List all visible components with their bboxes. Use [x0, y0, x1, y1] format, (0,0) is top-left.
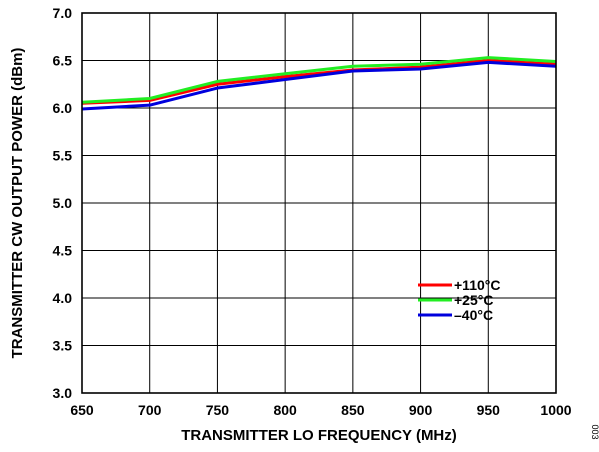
- y-tick-label: 4.5: [53, 243, 73, 259]
- x-tick-label: 650: [70, 402, 94, 418]
- y-axis-label: TRANSMITTER CW OUTPUT POWER (dBm): [9, 48, 26, 359]
- y-tick-label: 7.0: [53, 5, 73, 21]
- legend-label: –40°C: [454, 307, 493, 323]
- x-tick-label: 900: [409, 402, 433, 418]
- x-tick-label: 1000: [540, 402, 571, 418]
- y-tick-label: 4.0: [53, 290, 73, 306]
- x-tick-label: 700: [138, 402, 162, 418]
- y-tick-label: 6.0: [53, 100, 73, 116]
- x-tick-label: 800: [273, 402, 297, 418]
- y-tick-label: 3.0: [53, 385, 73, 401]
- legend: +110°C+25°C–40°C: [418, 277, 500, 323]
- y-tick-label: 5.5: [53, 148, 73, 164]
- figure-id: 003: [590, 424, 599, 439]
- tick-labels: 650 700 750 800 850 900 950 1000 3.0 3.5 4.0 4.5 5.0…: [53, 5, 572, 418]
- series-line-1: [82, 58, 556, 103]
- x-axis-label: TRANSMITTER LO FREQUENCY (MHz): [181, 427, 457, 444]
- x-tick-label: 850: [341, 402, 365, 418]
- x-tick-label: 750: [206, 402, 230, 418]
- legend-label: +110°C: [454, 277, 500, 293]
- x-tick-label: 950: [477, 402, 501, 418]
- y-tick-label: 6.5: [53, 53, 73, 69]
- legend-label: +25°C: [454, 292, 493, 308]
- y-tick-label: 5.0: [53, 195, 73, 211]
- series-lines: [82, 58, 556, 109]
- y-tick-label: 3.5: [53, 338, 73, 354]
